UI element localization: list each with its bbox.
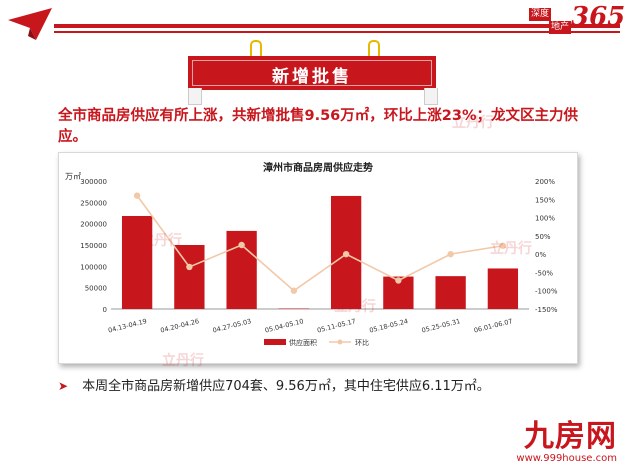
bullet-arrow-icon: ➤ — [58, 379, 69, 393]
site-logo: 九房网 www.999house.com — [516, 419, 617, 465]
site-logo-name: 九房网 — [524, 419, 617, 454]
left-tick-label: 50000 — [85, 285, 107, 293]
right-tick-label: -150% — [535, 306, 558, 314]
right-tick-label: 200% — [535, 178, 555, 186]
right-tick-label: 0% — [535, 251, 546, 259]
right-tick-label: -50% — [535, 269, 553, 277]
brand-number: 365 — [571, 2, 625, 32]
bar — [487, 268, 519, 309]
left-tick-label: 150000 — [80, 242, 107, 250]
bar — [174, 245, 205, 309]
left-tick-label: 200000 — [80, 221, 107, 229]
bar — [435, 276, 466, 309]
right-tick-label: -100% — [535, 288, 558, 296]
right-tick-label: 150% — [535, 196, 555, 204]
right-tick-label: 50% — [535, 233, 551, 241]
header-rule-thick — [54, 24, 620, 28]
x-tick-label: 04.13-04.19 — [107, 317, 147, 334]
x-tick-label: 04.20-04.26 — [160, 317, 200, 334]
section-ribbon: 新增批售 — [188, 56, 436, 90]
line-point — [447, 250, 454, 258]
left-tick-label: 0 — [103, 306, 107, 314]
bar — [121, 215, 153, 309]
line-point — [290, 287, 298, 294]
x-tick-label: 06.01-06.07 — [473, 317, 513, 334]
legend-label-bar: 供应面积 — [289, 338, 317, 347]
legend-swatch-bar — [264, 339, 286, 345]
x-tick-label: 04.27-05.03 — [212, 317, 252, 334]
left-tick-label: 250000 — [80, 199, 107, 207]
section-title: 新增批售 — [272, 67, 352, 87]
brand-box-bottom: 地产 — [549, 21, 572, 34]
line-point — [133, 192, 141, 199]
headline: 全市商品房供应有所上涨，共新增批售9.56万㎡，环比上涨23%；龙文区主力供应。 — [58, 108, 578, 145]
watermark: 立丹行 — [140, 233, 182, 249]
watermark: 立丹行 — [162, 353, 204, 369]
left-tick-label: 100000 — [80, 263, 107, 271]
brand-logo: 深度 地产 365 — [529, 2, 625, 42]
ribbon-tab-right — [424, 88, 438, 105]
legend-label-line: 环比 — [355, 338, 369, 347]
arrow-logo-icon — [8, 8, 52, 40]
line-point — [186, 263, 193, 271]
x-tick-label: 05.11-05.17 — [316, 317, 356, 334]
site-logo-url: www.999house.com — [516, 453, 617, 464]
bar — [278, 308, 310, 309]
legend-swatch-point — [337, 339, 343, 345]
x-tick-label: 05.25-05.31 — [421, 317, 461, 334]
ribbon-tab-left — [188, 88, 202, 105]
x-tick-label: 05.04-05.10 — [264, 317, 304, 334]
bullet-text: 本周全市商品房新增供应704套、9.56万㎡，其中住宅供应6.11万㎡。 — [82, 379, 490, 394]
line-point — [238, 241, 245, 249]
x-tick-label: 05.18-05.24 — [369, 317, 409, 334]
line-point — [499, 242, 507, 249]
left-tick-label: 300000 — [80, 178, 107, 186]
chart-title: 漳州市商品房周供应走势 — [263, 161, 373, 174]
series-line-ratio — [136, 195, 504, 292]
watermark: 立丹行 — [490, 241, 532, 257]
watermark: 立丹行 — [452, 115, 494, 131]
line-point — [342, 250, 350, 258]
bullet-item: ➤ 本周全市商品房新增供应704套、9.56万㎡，其中住宅供应6.11万㎡。 — [58, 375, 490, 394]
line-point — [395, 277, 402, 284]
y-axis-unit: 万㎡ — [65, 172, 81, 181]
right-tick-label: 100% — [535, 215, 555, 223]
header-rule-thin — [54, 31, 620, 33]
watermark: 立丹行 — [334, 299, 376, 315]
chart-panel: 漳州市商品房周供应走势万㎡ 0 50000 100000 150000 200000 250… — [58, 152, 578, 364]
brand-box-top: 深度 — [529, 8, 552, 21]
